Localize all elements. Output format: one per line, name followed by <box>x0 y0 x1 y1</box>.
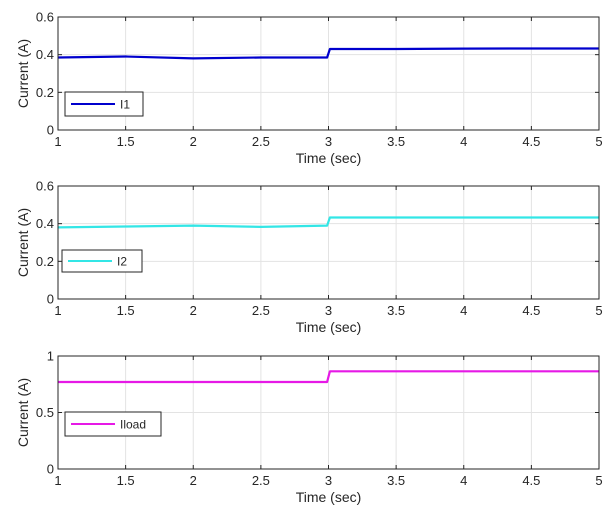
x-axis-label: Time (sec) <box>296 489 362 505</box>
x-tick-label: 1 <box>54 473 61 488</box>
x-tick-label: 3 <box>325 134 332 149</box>
series-line-i2 <box>57 216 599 229</box>
x-tick-label: 1.5 <box>117 134 135 149</box>
y-tick-label: 0 <box>47 292 54 307</box>
x-axis-label: Time (sec) <box>296 319 362 335</box>
x-tick-label: 2 <box>190 303 197 318</box>
y-axis-label: Current (A) <box>15 378 31 447</box>
x-tick-label: 1 <box>54 303 61 318</box>
series-line-i1 <box>57 47 599 60</box>
y-tick-label: 0.6 <box>36 10 54 25</box>
x-tick-label: 3.5 <box>387 134 405 149</box>
x-tick-label: 3 <box>325 473 332 488</box>
legend: Iload <box>64 411 162 437</box>
y-tick-label: 0 <box>47 123 54 138</box>
y-tick-label: 0.6 <box>36 179 54 194</box>
x-axis-label: Time (sec) <box>296 150 362 166</box>
y-tick-label: 1 <box>47 349 54 364</box>
x-tick-label: 2.5 <box>252 303 270 318</box>
y-tick-label: 0.5 <box>36 405 54 420</box>
legend: I1 <box>64 91 144 117</box>
legend-entry: I2 <box>117 255 127 269</box>
x-tick-label: 3.5 <box>387 303 405 318</box>
legend: I2 <box>61 249 143 273</box>
x-tick-label: 1 <box>54 134 61 149</box>
plot-panel-2: 1 1.5 2 2.5 3 3.5 4 4.5 5 0 0.2 0.4 0.6 Time (sec) Cur… <box>15 179 603 336</box>
x-tick-label: 4.5 <box>522 303 540 318</box>
y-tick-label: 0.4 <box>36 216 54 231</box>
x-tick-label: 3 <box>325 303 332 318</box>
y-tick-label: 0.4 <box>36 47 54 62</box>
x-tick-label: 2 <box>190 134 197 149</box>
y-axis-label: Current (A) <box>15 208 31 277</box>
x-tick-label: 1.5 <box>117 473 135 488</box>
series-line-iload <box>58 370 599 384</box>
x-tick-label: 2.5 <box>252 473 270 488</box>
x-tick-label: 4.5 <box>522 134 540 149</box>
x-tick-label: 2 <box>190 473 197 488</box>
x-tick-label: 4 <box>460 303 467 318</box>
plot-panel-3: 1 1.5 2 2.5 3 3.5 4 4.5 5 0 0.5 1 Time (sec) Current … <box>15 349 603 506</box>
x-tick-label: 3.5 <box>387 473 405 488</box>
x-tick-label: 5 <box>595 473 602 488</box>
x-tick-label: 5 <box>595 303 602 318</box>
x-tick-label: 1.5 <box>117 303 135 318</box>
x-tick-label: 4 <box>460 134 467 149</box>
x-tick-label: 5 <box>595 134 602 149</box>
legend-entry: I1 <box>120 98 130 112</box>
y-tick-label: 0.2 <box>36 85 54 100</box>
y-axis-label: Current (A) <box>15 39 31 108</box>
x-tick-label: 2.5 <box>252 134 270 149</box>
x-tick-label: 4.5 <box>522 473 540 488</box>
y-tick-label: 0.2 <box>36 254 54 269</box>
legend-entry: Iload <box>120 418 146 432</box>
plot-panel-1: 1 1.5 2 2.5 3 3.5 4 4.5 5 0 0.2 0.4 0.6 Time (sec) Cur… <box>15 10 603 167</box>
y-tick-label: 0 <box>47 462 54 477</box>
x-tick-label: 4 <box>460 473 467 488</box>
